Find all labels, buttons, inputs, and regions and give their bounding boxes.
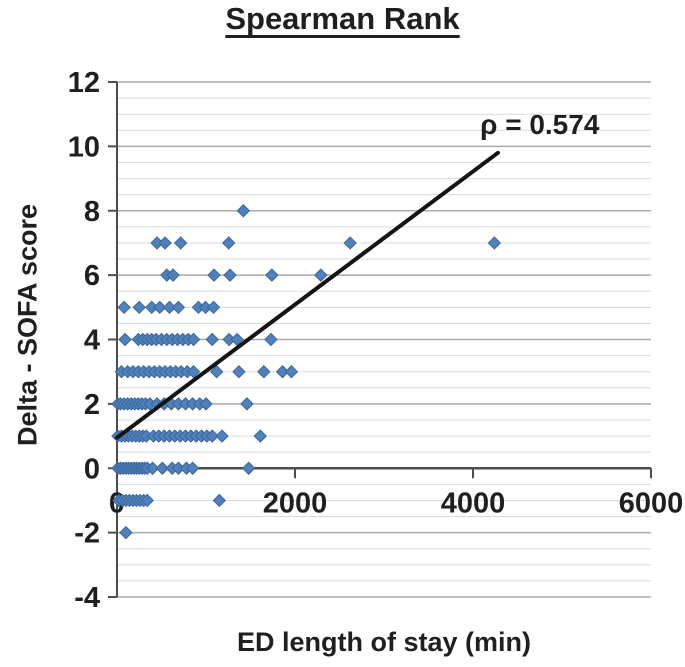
data-point — [186, 364, 201, 379]
y-tick-label: 2 — [84, 389, 100, 421]
data-point — [275, 364, 290, 379]
data-point — [171, 300, 186, 315]
data-point — [173, 236, 188, 250]
data-point — [264, 332, 278, 347]
data-point — [215, 429, 229, 443]
data-point — [132, 300, 146, 315]
data-point — [185, 461, 200, 475]
data-point — [207, 268, 221, 282]
correlation-annotation: ρ = 0.574 — [480, 109, 600, 140]
y-tick-label: 6 — [84, 260, 100, 292]
data-point — [206, 300, 221, 315]
data-point — [145, 461, 160, 475]
data-point — [314, 268, 328, 282]
y-tick-label: 8 — [84, 196, 100, 228]
y-tick-label: 10 — [68, 131, 100, 163]
data-point — [205, 429, 219, 443]
data-point — [240, 397, 254, 411]
data-point — [166, 268, 180, 282]
data-point — [117, 300, 131, 315]
data-point — [186, 332, 201, 347]
data-point — [223, 268, 237, 282]
y-tick-label: 0 — [84, 453, 100, 485]
data-point — [265, 268, 279, 282]
data-point — [284, 364, 299, 379]
data-point — [253, 429, 267, 443]
data-point — [155, 461, 170, 475]
y-tick-label: 4 — [84, 325, 100, 357]
data-point — [158, 236, 172, 250]
data-point — [205, 332, 219, 347]
y-tick-label: -4 — [74, 582, 100, 614]
trend-line — [115, 150, 500, 440]
data-point — [236, 204, 251, 218]
data-point — [487, 236, 502, 250]
x-tick-label: 6000 — [619, 487, 684, 519]
data-point — [140, 493, 154, 508]
data-point — [209, 364, 224, 379]
data-point — [343, 236, 357, 250]
data-point — [119, 525, 133, 540]
y-tick-label: 12 — [68, 67, 100, 99]
chart-title: Spearman Rank — [0, 1, 685, 37]
data-point — [162, 300, 177, 315]
chart-title-text: Spearman Rank — [225, 1, 460, 36]
y-tick-label: -2 — [74, 518, 100, 550]
data-point — [212, 493, 227, 508]
data-point — [221, 236, 236, 250]
data-point — [199, 397, 213, 411]
data-point — [232, 364, 246, 379]
data-point — [153, 300, 167, 315]
data-point — [242, 461, 256, 475]
data-point — [118, 332, 132, 347]
x-tick-label: 4000 — [441, 487, 506, 519]
data-point — [257, 364, 271, 379]
x-axis-title: ED length of stay (min) — [236, 627, 531, 657]
x-tick-label: 2000 — [263, 487, 328, 519]
